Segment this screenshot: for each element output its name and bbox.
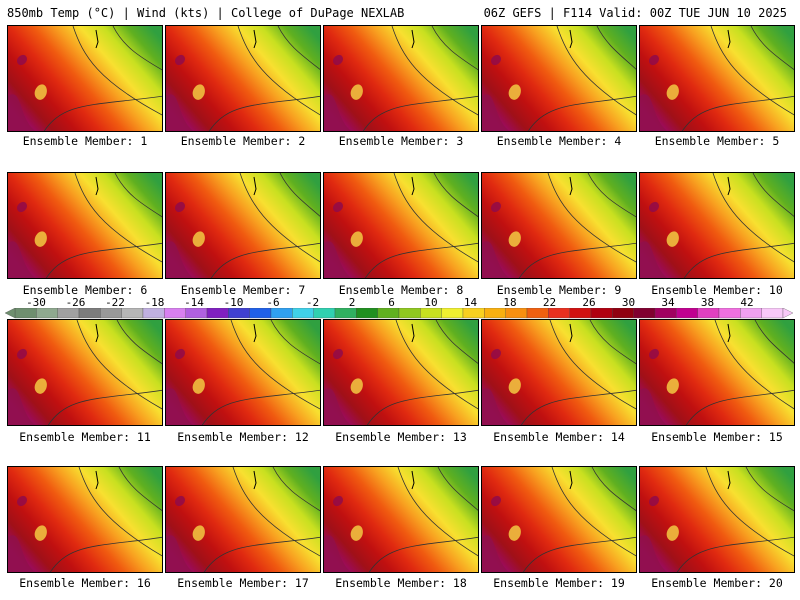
colorbar-tick-label: 22 [542,296,557,309]
member-label: Ensemble Member: 8 [338,283,464,297]
member-label: Ensemble Member: 10 [651,283,783,297]
ensemble-member-map [481,466,637,573]
product-title: 850mb Temp (°C) | Wind (kts) | College o… [7,6,405,20]
temperature-field [324,320,478,425]
colorbar-tick-label: 14 [463,296,478,309]
temperature-field [640,173,794,278]
member-label: Ensemble Member: 3 [338,134,464,148]
ensemble-member-map [639,319,795,426]
ensemble-member-map [639,25,795,132]
member-label: Ensemble Member: 7 [180,283,306,297]
colorbar-tick-label: 10 [424,296,438,309]
temperature-field [166,320,320,425]
ensemble-member-map [323,319,479,426]
member-label: Ensemble Member: 6 [22,283,148,297]
ensemble-member-map [323,25,479,132]
member-label: Ensemble Member: 4 [496,134,622,148]
colorbar-tick-label: -30 [26,296,46,309]
member-label: Ensemble Member: 13 [335,430,467,444]
colorbar-tick-label: -10 [223,296,244,309]
ensemble-member-map [481,172,637,279]
member-label: Ensemble Member: 19 [493,576,625,590]
ensemble-member-map [323,466,479,573]
ensemble-member-map [323,172,479,279]
member-label: Ensemble Member: 1 [22,134,148,148]
temperature-colorbar: -30 -26 -22 -18 -14 -10 -6 -2 2 6 10 14 18 22 26 30 34 38… [0,296,800,320]
colorbar-tick-label: -18 [144,296,165,309]
colorbar-tick-label: 26 [582,296,596,309]
colorbar-tick-label: 38 [700,296,715,309]
colorbar-tick-label: 42 [740,296,754,309]
member-label: Ensemble Member: 20 [651,576,783,590]
ensemble-member-map [481,25,637,132]
ensemble-member-map [639,466,795,573]
member-label: Ensemble Member: 5 [654,134,780,148]
temperature-field [8,26,162,131]
member-label: Ensemble Member: 2 [180,134,306,148]
colorbar-tick-label: 6 [388,296,395,309]
temperature-field [8,173,162,278]
temperature-field [482,320,636,425]
member-label: Ensemble Member: 9 [496,283,622,297]
ensemble-member-map [7,319,163,426]
colorbar-tick-label: -6 [266,296,280,309]
temperature-field [640,26,794,131]
ensemble-member-map [639,172,795,279]
colorbar-strip [4,308,794,319]
ensemble-member-map [7,172,163,279]
ensemble-member-map [165,172,321,279]
temperature-field [8,467,162,572]
temperature-field [8,320,162,425]
temperature-field [324,173,478,278]
colorbar-tick-label: 18 [503,296,517,309]
temperature-field [166,26,320,131]
member-label: Ensemble Member: 14 [493,430,625,444]
colorbar-tick-label: -14 [184,296,204,309]
header: 850mb Temp (°C) | Wind (kts) | College o… [0,0,800,24]
ensemble-member-map [165,319,321,426]
ensemble-member-map [7,25,163,132]
colorbar-tick-label: 30 [621,296,636,309]
colorbar-tick-label: -22 [105,296,125,309]
temperature-field [166,173,320,278]
colorbar-tick-label: 34 [661,296,675,309]
temperature-field [482,467,636,572]
member-label: Ensemble Member: 11 [19,430,151,444]
member-label: Ensemble Member: 12 [177,430,309,444]
ensemble-member-map [481,319,637,426]
temperature-field [640,320,794,425]
temperature-field [166,467,320,572]
model-run-title: 06Z GEFS | F114 Valid: 00Z TUE JUN 10 20… [483,6,787,20]
member-label: Ensemble Member: 17 [177,576,309,590]
member-label: Ensemble Member: 18 [335,576,467,590]
member-label: Ensemble Member: 15 [651,430,783,444]
ensemble-member-map [165,466,321,573]
temperature-field [482,173,636,278]
colorbar-tick-label: -2 [305,296,320,309]
ensemble-member-map [165,25,321,132]
temperature-field [640,467,794,572]
member-label: Ensemble Member: 16 [19,576,151,590]
temperature-field [324,467,478,572]
ensemble-member-map [7,466,163,573]
colorbar-tick-label: -26 [65,296,86,309]
temperature-field [482,26,636,131]
colorbar-tick-label: 2 [348,296,356,309]
temperature-field [324,26,478,131]
